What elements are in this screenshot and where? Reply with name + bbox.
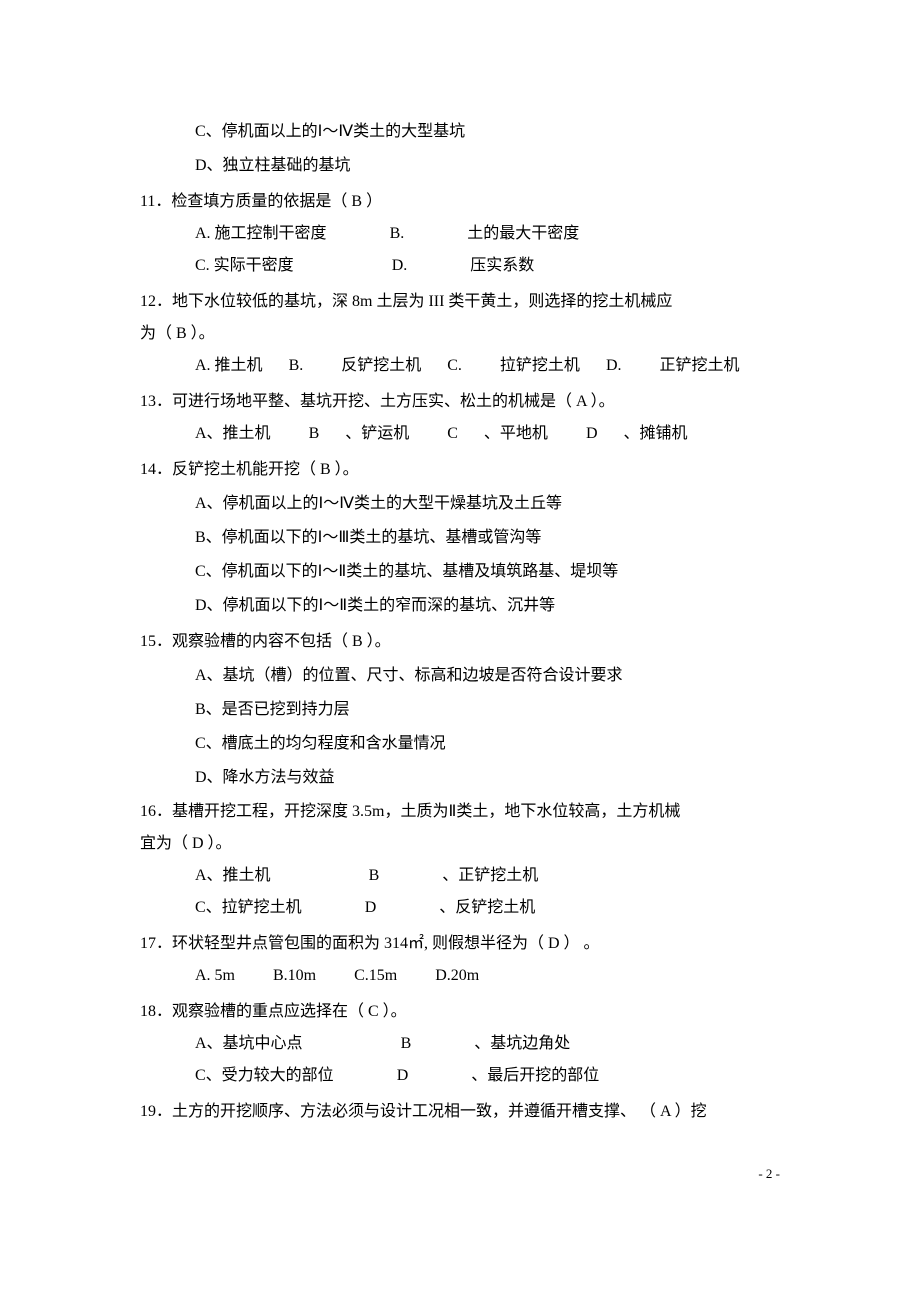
q13-option-c-label: C <box>447 425 458 442</box>
q16-option-b-label: B <box>369 867 380 884</box>
q13-option-b-label: B <box>309 425 320 442</box>
q12-options: A. 推土机 B. 反铲挖土机 C. 拉铲挖土机 D. 正铲挖土机 <box>140 354 790 378</box>
q12-option-c-label: C. <box>447 357 462 374</box>
q19-stem: 19．土方的开挖顺序、方法必须与设计工况相一致，并遵循开槽支撑、 （ A ）挖 <box>140 1100 790 1124</box>
q13-option-d-label: D <box>586 425 598 442</box>
q16-options-row2: C、拉铲挖土机 D 、反铲挖土机 <box>140 896 790 920</box>
q18-option-b-label: B <box>401 1035 412 1052</box>
q12-option-b-label: B. <box>289 357 304 374</box>
q11-stem: 11．检查填方质量的依据是（ B ） <box>140 190 790 214</box>
document-page: C、停机面以上的Ⅰ～Ⅳ类土的大型基坑 D、独立柱基础的基坑 11．检查填方质量的… <box>0 0 920 1224</box>
q18-stem: 18．观察验槽的重点应选择在（ C ）。 <box>140 1000 790 1024</box>
q14-option-d: D、停机面以下的Ⅰ～Ⅱ类土的窄而深的基坑、沉井等 <box>140 594 790 618</box>
q15-option-c: C、槽底土的均匀程度和含水量情况 <box>140 732 790 756</box>
q13-option-c-text: 、平地机 <box>484 425 548 442</box>
q13-option-d-text: 、摊铺机 <box>624 425 688 442</box>
q17-option-b: B.10m <box>273 967 316 984</box>
q12-option-d-text: 正铲挖土机 <box>660 357 740 374</box>
q14-stem: 14．反铲挖土机能开挖（ B ）。 <box>140 458 790 482</box>
q11-options-row2: C. 实际干密度 D. 压实系数 <box>140 254 790 278</box>
q17-stem: 17．环状轻型井点管包围的面积为 314㎡, 则假想半径为（ D ） 。 <box>140 932 790 956</box>
q12-option-b-text: 反铲挖土机 <box>341 357 421 374</box>
q12-option-c-text: 拉铲挖土机 <box>500 357 580 374</box>
q13-stem: 13．可进行场地平整、基坑开挖、土方压实、松土的机械是（ A ）。 <box>140 390 790 414</box>
q18-options-row1: A、基坑中心点 B 、基坑边角处 <box>140 1032 790 1056</box>
q16-stem-line2: 宜为（ D ）。 <box>140 832 790 856</box>
q18-option-a: A、基坑中心点 <box>195 1035 303 1052</box>
q16-option-a: A、推土机 <box>195 867 271 884</box>
q11-option-b-label: B. <box>390 225 405 242</box>
q18-option-b-text: 、基坑边角处 <box>474 1035 570 1052</box>
page-number: - 2 - <box>140 1164 790 1184</box>
q11-option-c: C. 实际干密度 <box>195 257 294 274</box>
q18-option-c: C、受力较大的部位 <box>195 1067 334 1084</box>
q13-options: A、推土机 B 、铲运机 C 、平地机 D 、摊铺机 <box>140 422 790 446</box>
q10-option-c: C、停机面以上的Ⅰ～Ⅳ类土的大型基坑 <box>140 120 790 144</box>
q11-options-row1: A. 施工控制干密度 B. 土的最大干密度 <box>140 222 790 246</box>
q12-stem-line2: 为（ B ）。 <box>140 322 790 346</box>
q15-option-d: D、降水方法与效益 <box>140 766 790 790</box>
q10-option-d: D、独立柱基础的基坑 <box>140 154 790 178</box>
q14-option-b: B、停机面以下的Ⅰ～Ⅲ类土的基坑、基槽或管沟等 <box>140 526 790 550</box>
q12-stem-line1: 12．地下水位较低的基坑，深 8m 土层为 III 类干黄土，则选择的挖土机械应 <box>140 290 790 314</box>
q14-option-c: C、停机面以下的Ⅰ～Ⅱ类土的基坑、基槽及填筑路基、堤坝等 <box>140 560 790 584</box>
q16-option-b-text: 、正铲挖土机 <box>442 867 538 884</box>
q17-option-a: A. 5m <box>195 967 235 984</box>
q13-option-b-text: 、铲运机 <box>345 425 409 442</box>
q11-option-b-text: 土的最大干密度 <box>467 225 579 242</box>
q12-option-a: A. 推土机 <box>195 357 263 374</box>
q16-option-d-label: D <box>365 899 377 916</box>
q15-option-b: B、是否已挖到持力层 <box>140 698 790 722</box>
q17-option-d: D.20m <box>435 967 479 984</box>
q16-option-d-text: 、反铲挖土机 <box>439 899 535 916</box>
q16-stem-line1: 16．基槽开挖工程，开挖深度 3.5m，土质为Ⅱ类土，地下水位较高，土方机械 <box>140 800 790 824</box>
q12-option-d-label: D. <box>606 357 622 374</box>
q11-option-d-text: 压实系数 <box>470 257 534 274</box>
q18-option-d-label: D <box>397 1067 409 1084</box>
q15-option-a: A、基坑（槽）的位置、尺寸、标高和边坡是否符合设计要求 <box>140 664 790 688</box>
q14-option-a: A、停机面以上的Ⅰ～Ⅳ类土的大型干燥基坑及土丘等 <box>140 492 790 516</box>
q17-option-c: C.15m <box>354 967 397 984</box>
q15-stem: 15．观察验槽的内容不包括（ B ）。 <box>140 630 790 654</box>
q16-option-c: C、拉铲挖土机 <box>195 899 302 916</box>
q11-option-a: A. 施工控制干密度 <box>195 225 327 242</box>
q18-options-row2: C、受力较大的部位 D 、最后开挖的部位 <box>140 1064 790 1088</box>
q13-option-a: A、推土机 <box>195 425 271 442</box>
q16-options-row1: A、推土机 B 、正铲挖土机 <box>140 864 790 888</box>
q17-options: A. 5m B.10m C.15m D.20m <box>140 964 790 988</box>
q11-option-d-label: D. <box>392 257 408 274</box>
q18-option-d-text: 、最后开挖的部位 <box>471 1067 599 1084</box>
